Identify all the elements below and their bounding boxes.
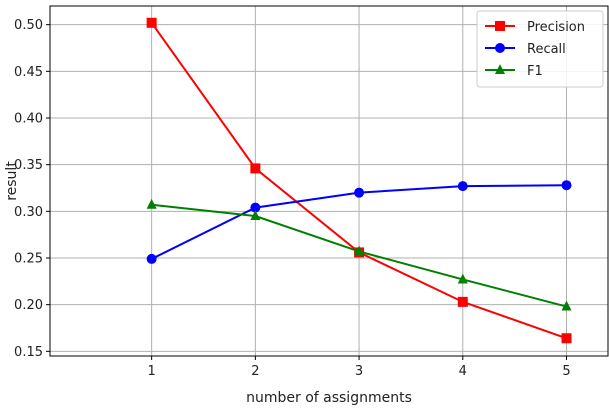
x-tick-label: 5 [562,364,570,379]
legend: Precision Recall F1 [476,10,604,88]
y-axis-label: result [4,161,20,201]
f1-point [561,300,572,311]
y-tick-label: 0.35 [14,158,43,173]
precision-legend-marker [495,21,505,31]
precision-point [146,17,157,28]
recall-point [457,181,468,192]
precision-legend-label: Precision [527,20,585,35]
recall-series [146,180,572,264]
plot-frame [49,5,609,357]
f1-point [457,273,468,284]
recall-point [250,202,261,213]
precision-point [457,296,468,307]
x-tick-label: 4 [459,364,467,379]
y-tick-label: 0.50 [14,18,43,33]
legend-box [476,10,604,88]
f1-point [146,198,157,209]
x-tick-label: 2 [251,364,259,379]
series-group [146,17,572,344]
f1-series [146,198,572,311]
precision-point [250,163,261,174]
y-tick-label: 0.15 [14,345,43,360]
y-axis: 0.15 0.20 0.25 0.30 0.35 0.40 0.45 0.50 [14,18,50,360]
f1-legend-label: F1 [527,64,543,79]
f1-legend-marker [495,64,505,74]
recall-legend-marker [495,43,505,53]
x-axis: 1 2 3 4 5 [148,356,571,379]
x-axis-label: number of assignments [246,390,412,406]
y-tick-label: 0.25 [14,252,43,267]
recall-point [146,253,157,264]
f1-point [250,210,261,220]
y-tick-label: 0.45 [14,65,43,80]
y-tick-label: 0.40 [14,112,43,127]
x-tick-label: 1 [148,364,156,379]
x-tick-label: 3 [355,364,363,379]
recall-legend-label: Recall [527,42,566,57]
f1-point [354,245,365,256]
y-tick-label: 0.30 [14,205,43,220]
precision-point [561,333,572,344]
recall-point [354,187,365,198]
recall-point [561,180,572,191]
y-tick-label: 0.20 [14,298,43,313]
